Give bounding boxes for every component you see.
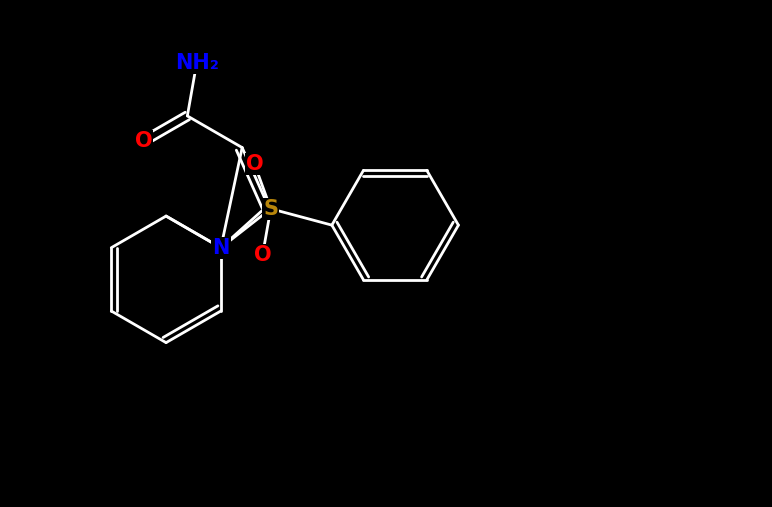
Text: O: O [134, 131, 152, 151]
Text: O: O [245, 154, 263, 174]
Text: S: S [263, 199, 278, 219]
Text: N: N [212, 238, 229, 258]
Text: O: O [254, 245, 271, 266]
Text: NH₂: NH₂ [174, 53, 218, 73]
